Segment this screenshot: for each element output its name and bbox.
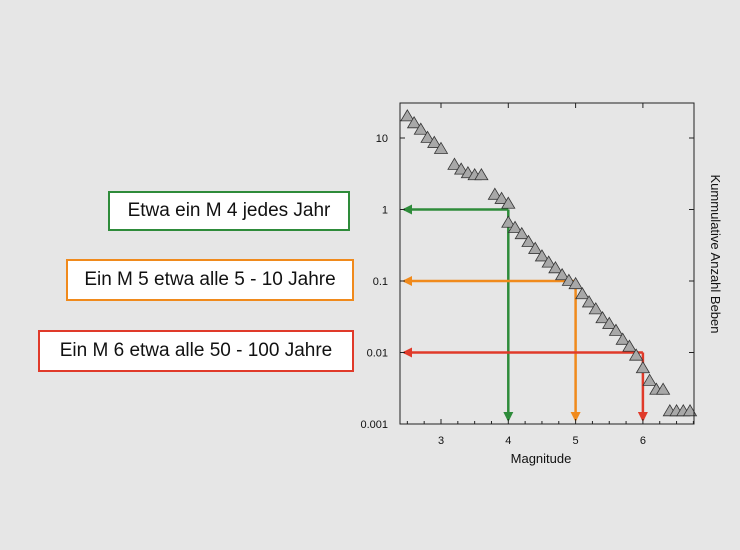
data-point-triangle bbox=[521, 234, 536, 247]
plot-frame bbox=[399, 102, 695, 425]
data-point-triangle bbox=[608, 323, 624, 336]
x-tick-label: 5 bbox=[573, 435, 579, 447]
data-point-triangle bbox=[554, 267, 570, 281]
data-point-triangle bbox=[548, 261, 563, 274]
data-point-triangle bbox=[501, 196, 516, 209]
data-point-triangle bbox=[615, 332, 630, 345]
y-tick-label: 0.001 bbox=[360, 419, 388, 431]
data-point-triangle bbox=[595, 310, 610, 324]
data-point-triangle bbox=[622, 339, 637, 352]
callout-m5: Ein M 5 etwa alle 5 - 10 Jahre bbox=[66, 259, 354, 301]
data-point-triangle bbox=[541, 255, 556, 268]
y-tick-label: 0.1 bbox=[373, 276, 388, 288]
data-point-triangle bbox=[514, 226, 529, 240]
data-point-triangle bbox=[588, 302, 603, 315]
data-point-triangle bbox=[406, 116, 422, 129]
x-tick-label: 4 bbox=[505, 435, 511, 447]
callout-m5-text: Ein M 5 etwa alle 5 - 10 Jahre bbox=[84, 269, 336, 290]
data-point-triangle bbox=[494, 191, 509, 204]
x-tick-label: 6 bbox=[640, 435, 646, 447]
data-point-triangle bbox=[447, 157, 462, 170]
data-point-triangle bbox=[420, 130, 435, 143]
data-point-triangle bbox=[534, 249, 550, 262]
callout-m4-text: Etwa ein M 4 jedes Jahr bbox=[127, 200, 331, 221]
x-axis-label: Magnitude bbox=[511, 451, 572, 466]
data-point-triangle bbox=[561, 273, 577, 286]
annotation-arrows bbox=[402, 204, 648, 422]
callout-m6: Ein M 6 etwa alle 50 - 100 Jahre bbox=[38, 330, 354, 372]
data-point-triangle bbox=[400, 109, 415, 122]
y-axis-label: Kummulative Anzahl Beben bbox=[708, 175, 723, 334]
data-point-triangle bbox=[487, 187, 503, 200]
data-point-triangle bbox=[682, 404, 698, 417]
data-point-triangle bbox=[474, 167, 489, 181]
data-point-triangle bbox=[413, 122, 429, 135]
callout-m6-text: Ein M 6 etwa alle 50 - 100 Jahre bbox=[59, 340, 333, 361]
data-point-triangle bbox=[427, 135, 442, 148]
data-point-triangle bbox=[501, 215, 516, 228]
data-point-triangle bbox=[602, 316, 617, 329]
data-point-triangle bbox=[642, 373, 657, 386]
data-point-triangle bbox=[628, 348, 644, 361]
axes: 3 4 5 6 0.001 0.01 0.1 1 10 bbox=[360, 103, 694, 447]
data-point-triangle bbox=[507, 220, 523, 233]
y-tick-label: 0.01 bbox=[367, 348, 388, 360]
data-point-triangle bbox=[655, 382, 671, 395]
data-point-triangle bbox=[635, 360, 651, 374]
data-point-triangle bbox=[568, 276, 583, 290]
data-point-triangle bbox=[581, 295, 597, 308]
data-point-triangle bbox=[433, 141, 449, 154]
data-point-triangle bbox=[575, 286, 590, 300]
data-point-triangle bbox=[453, 162, 469, 175]
y-tick-label: 10 bbox=[376, 133, 388, 145]
callout-m4: Etwa ein M 4 jedes Jahr bbox=[108, 191, 350, 231]
x-tick-label: 3 bbox=[438, 435, 444, 447]
y-tick-label: 1 bbox=[382, 205, 388, 217]
data-points bbox=[400, 109, 698, 417]
data-point-triangle bbox=[528, 241, 543, 254]
